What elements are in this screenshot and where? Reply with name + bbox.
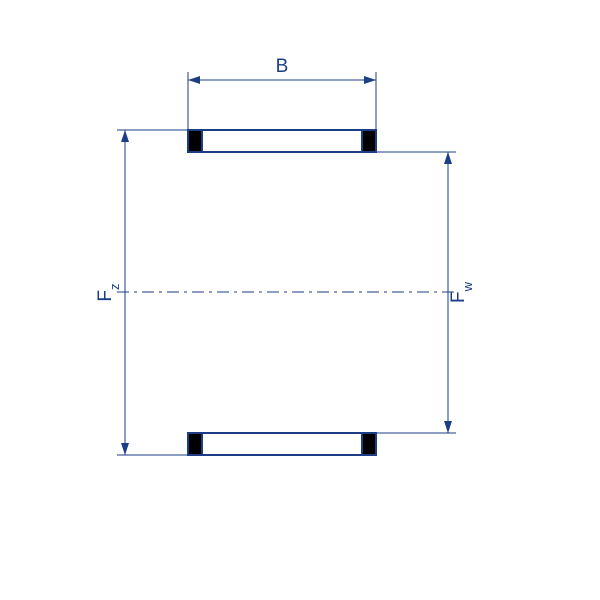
bearing-diagram: BFzFw (0, 0, 600, 600)
arrow-head (188, 76, 200, 84)
roller-cap (188, 433, 202, 455)
label-Fw: Fw (448, 281, 475, 303)
roller-cap (188, 130, 202, 152)
arrow-head (444, 421, 452, 433)
roller-cap (362, 433, 376, 455)
roller-body (202, 433, 362, 455)
arrow-head (364, 76, 376, 84)
roller-body (202, 130, 362, 152)
arrow-head (121, 443, 129, 455)
roller-cap (362, 130, 376, 152)
label-B: B (276, 56, 289, 77)
arrow-head (121, 130, 129, 142)
arrow-head (444, 152, 452, 164)
